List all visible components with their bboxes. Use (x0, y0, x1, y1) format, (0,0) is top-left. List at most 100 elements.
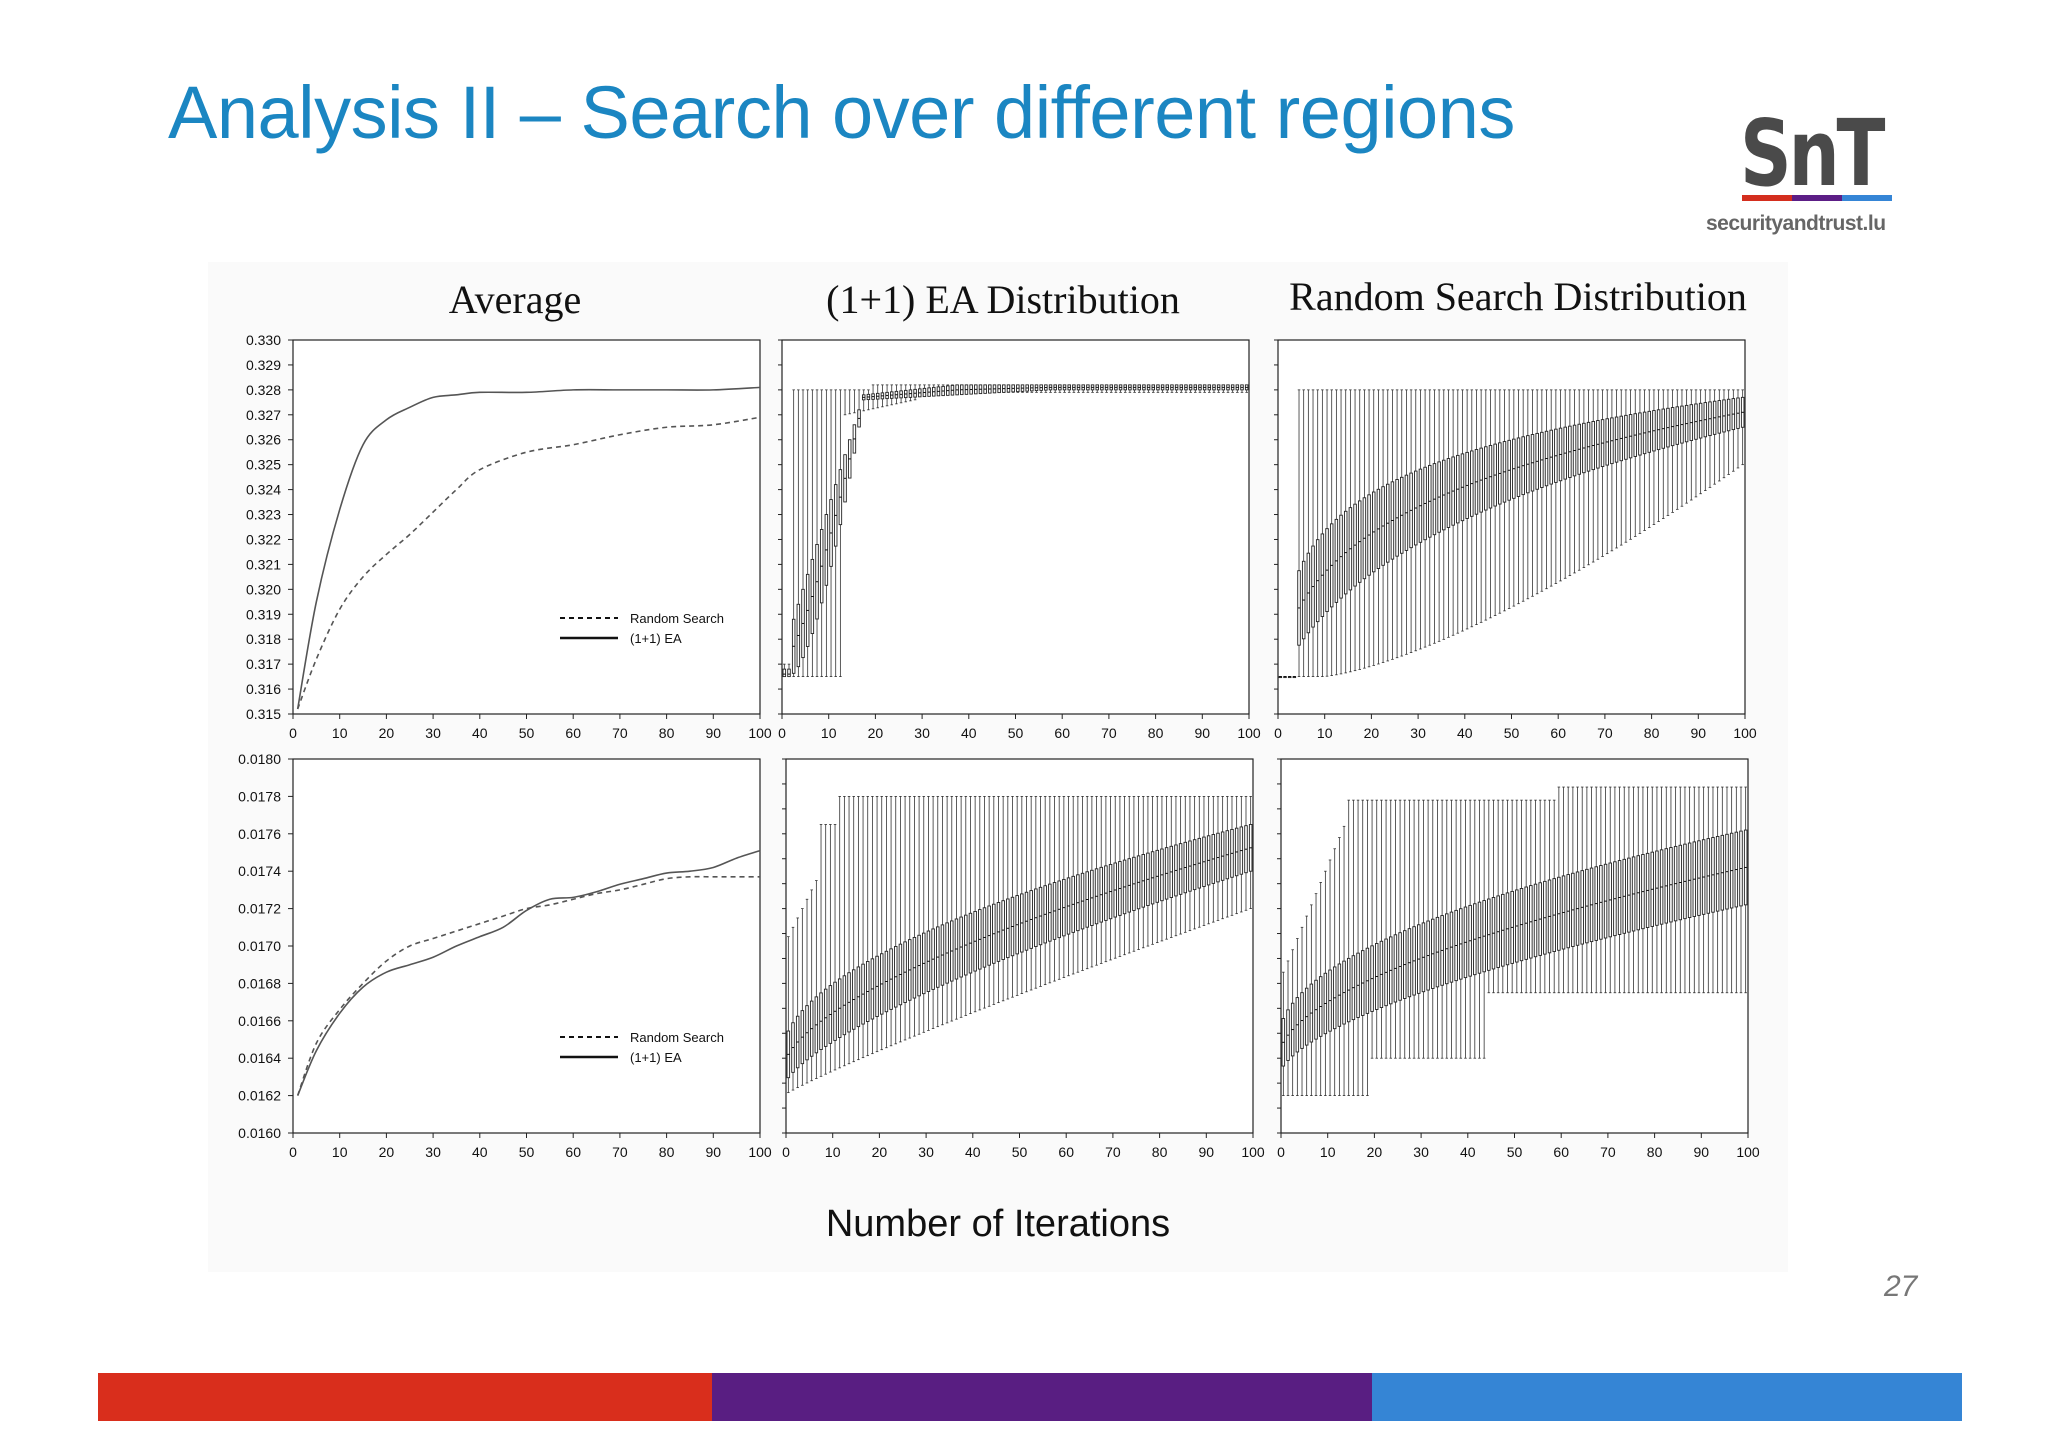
boxplot (1725, 786, 1729, 994)
boxplot (1656, 389, 1661, 522)
boxplot (1580, 786, 1584, 994)
boxplot (964, 384, 969, 395)
boxplot (805, 898, 809, 1084)
boxplot (1633, 389, 1637, 537)
boxplot (1726, 389, 1731, 475)
x-tick-label: 90 (1694, 1144, 1710, 1160)
boxplot (1468, 799, 1472, 1059)
boxplot (805, 389, 810, 677)
boxplot (1624, 389, 1628, 543)
boxplot (847, 389, 852, 479)
boxplot (1652, 389, 1656, 525)
boxplot (954, 796, 959, 1020)
boxplot (1320, 389, 1325, 677)
boxplot (795, 917, 800, 1089)
logo-color-bars (1742, 195, 1892, 201)
boxplot (1348, 389, 1353, 673)
boxplot (1337, 837, 1342, 1096)
boxplot (1283, 676, 1287, 679)
boxplot (1552, 799, 1556, 994)
boxplot (1594, 786, 1598, 994)
x-tick-label: 30 (918, 1144, 934, 1160)
y-tick-label: 0.0170 (238, 938, 281, 954)
x-tick-label: 0 (782, 1144, 790, 1160)
boxplot (1202, 384, 1207, 393)
boxplot (1638, 389, 1642, 534)
boxplot (1328, 859, 1332, 1096)
boxplot (847, 796, 851, 1065)
boxplot (1655, 786, 1659, 994)
x-tick-label: 20 (379, 1144, 395, 1160)
boxplot (955, 384, 959, 396)
x-tick-label: 10 (821, 725, 837, 741)
boxplot (1544, 389, 1549, 590)
x-tick-label: 100 (1237, 725, 1261, 741)
boxplot (1689, 389, 1694, 501)
boxplot (1123, 384, 1127, 393)
footer-bar-red (98, 1373, 712, 1421)
boxplot (974, 384, 978, 395)
boxplot (1114, 384, 1118, 393)
x-tick-label: 40 (965, 1144, 981, 1160)
boxplot (1389, 799, 1393, 1059)
boxplot (1572, 389, 1577, 574)
boxplot (1020, 384, 1025, 393)
boxplot (801, 389, 805, 677)
boxplot (1160, 384, 1165, 393)
boxplot (1465, 389, 1469, 630)
boxplot (819, 824, 823, 1077)
boxplot (1642, 389, 1647, 531)
boxplot (1221, 384, 1226, 393)
x-tick-label: 10 (825, 1144, 841, 1160)
boxplot (988, 384, 992, 394)
boxplot (1297, 389, 1301, 677)
boxplot (1290, 949, 1295, 1096)
x-tick-label: 50 (1504, 725, 1520, 741)
series-line-ea (296, 849, 761, 1096)
boxplot (1589, 786, 1594, 994)
boxplot (1549, 389, 1553, 587)
boxplot (978, 796, 982, 1011)
boxplot (1146, 796, 1150, 947)
y-tick-label: 0.0160 (238, 1125, 281, 1141)
boxplot (1109, 384, 1113, 393)
boxplot (1379, 799, 1384, 1059)
boxplot (796, 389, 801, 677)
x-tick-label: 80 (1152, 1144, 1168, 1160)
boxplot (1510, 799, 1514, 994)
boxplot (992, 384, 997, 394)
page-number: 27 (1884, 1270, 1918, 1303)
boxplot (959, 796, 963, 1018)
boxplot (1596, 389, 1600, 560)
boxplot (904, 384, 908, 403)
boxplot (1561, 786, 1566, 994)
boxplot (1099, 796, 1103, 964)
boxplot (1067, 384, 1071, 393)
panel-top-rs-distribution: 0 10 20 30 40 50 60 70 80 90 100 (1274, 339, 1757, 741)
boxplot (1342, 825, 1346, 1096)
boxplot (1062, 796, 1066, 978)
x-tick-label: 70 (1101, 725, 1117, 741)
boxplot (1038, 796, 1043, 987)
boxplot (936, 796, 940, 1028)
boxplot (1628, 389, 1633, 540)
boxplot (1459, 799, 1463, 1059)
boxplot (1057, 796, 1061, 980)
boxplot (1627, 786, 1631, 994)
boxplot (913, 384, 917, 401)
boxplot (1529, 799, 1533, 994)
boxplot (922, 796, 926, 1033)
boxplot (1376, 389, 1381, 665)
boxplot (1586, 389, 1591, 566)
logo-bar-red (1742, 195, 1792, 201)
boxplot (1403, 799, 1407, 1059)
boxplot (1708, 389, 1712, 488)
x-tick-label: 50 (1507, 1144, 1523, 1160)
boxplot (1386, 389, 1390, 662)
x-tick-label: 30 (1410, 725, 1426, 741)
boxplot (894, 796, 898, 1045)
boxplot (1211, 796, 1216, 923)
boxplot (1684, 389, 1689, 504)
boxplot (1030, 384, 1034, 393)
y-tick-label: 0.0178 (238, 788, 281, 804)
